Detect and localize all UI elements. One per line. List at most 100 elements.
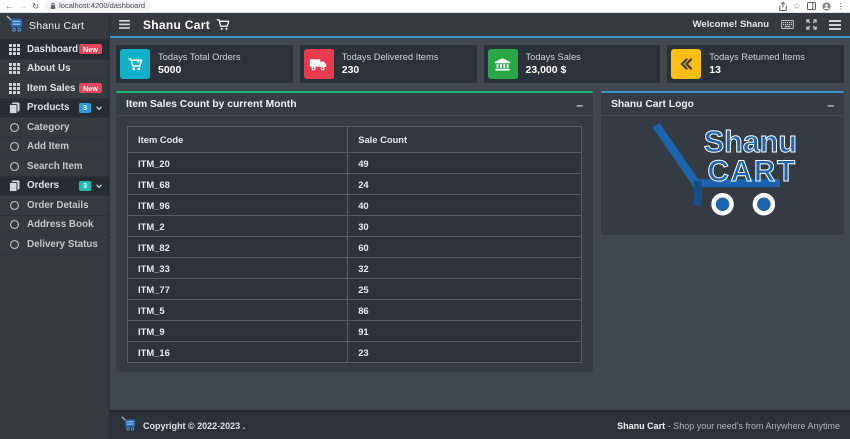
cart-icon (216, 18, 230, 31)
grid-icon (9, 63, 21, 75)
page-title: Shanu Cart (143, 17, 211, 32)
copy-icon (9, 180, 21, 192)
item-code-cell: ITM_68 (126, 173, 349, 195)
brand-name: Shanu Cart (29, 20, 85, 32)
truck-icon (303, 49, 334, 79)
sidebar-item-products[interactable]: Products 3 (0, 98, 109, 118)
sidebar-item-label: Orders (27, 180, 60, 192)
table-row: ITM_68 24 (126, 173, 582, 195)
sidebar-item-label: Delivery Status (27, 238, 98, 250)
stat-cards-row: Todays Total Orders 5000 Todays Delivered … (116, 45, 844, 83)
item-code-cell: ITM_5 (126, 299, 349, 321)
sidebar-nav: Dashboard New About Us Item Sales New Product… (0, 40, 109, 255)
side-panel-icon[interactable] (806, 2, 816, 10)
footer-logo-icon (120, 415, 137, 436)
stat-card-value: 13 (709, 64, 721, 76)
stat-card-label: Todays Total Orders (158, 52, 241, 62)
circle-icon (9, 239, 21, 250)
refresh-button[interactable]: ↻ (32, 0, 40, 11)
sidebar-item-search-item[interactable]: Search Item (0, 157, 109, 177)
share-icon[interactable] (779, 1, 787, 11)
stat-card-value: 5000 (158, 64, 182, 76)
sidebar-item-order-details[interactable]: Order Details (0, 196, 109, 216)
table-row: ITM_16 23 (126, 341, 582, 363)
sale-count-cell: 32 (347, 257, 582, 279)
stat-card-label: Todays Returned Items (709, 52, 805, 62)
back-button[interactable]: ← (5, 0, 14, 11)
column-header-item-code: Item Code (126, 126, 349, 153)
logo-text-line2: CART (707, 155, 796, 188)
table-row: ITM_9 91 (126, 320, 582, 342)
sale-count-cell: 25 (347, 278, 582, 300)
item-code-cell: ITM_16 (126, 341, 349, 363)
minimize-icon[interactable]: – (827, 97, 834, 112)
logo-text-line1: Shanu (703, 125, 796, 159)
stat-card-label: Todays Delivered Items (341, 52, 439, 62)
dashboard-content: Todays Total Orders 5000 Todays Delivered … (110, 38, 850, 410)
badge: New (78, 44, 102, 55)
footer-tagline: Shanu Cart - Shop your need's from Anywh… (617, 420, 840, 431)
badge: New (78, 83, 102, 94)
browser-menu-icon[interactable]: ⋮ (836, 0, 846, 11)
item-sales-panel: Item Sales Count by current Month – Item… (116, 91, 593, 372)
circle-icon (9, 219, 21, 230)
profile-icon[interactable] (821, 1, 831, 11)
column-header-sale-count: Sale Count (347, 126, 582, 153)
table-row: ITM_2 30 (126, 215, 582, 237)
sidebar-item-label: About Us (27, 63, 71, 75)
brand-logo-icon (5, 15, 24, 37)
menu-bars-icon[interactable] (829, 19, 841, 30)
stat-card-label: Todays Sales (525, 52, 581, 62)
sidebar-item-add-item[interactable]: Add Item (0, 138, 109, 157)
bank-icon (487, 49, 518, 79)
circle-icon (9, 161, 21, 172)
lock-icon (50, 2, 56, 10)
circle-icon (9, 200, 21, 211)
minimize-icon[interactable]: – (576, 97, 583, 112)
fullscreen-icon[interactable] (806, 19, 817, 30)
sidebar-item-label: Search Item (27, 160, 83, 172)
sidebar-toggle-icon[interactable] (119, 20, 130, 29)
chevron-down-icon (95, 182, 103, 190)
stat-card-todays-delivered-items: Todays Delivered Items 230 (299, 45, 477, 83)
top-navbar: Shanu Cart Welcome! Shanu (110, 13, 850, 38)
sidebar-brand[interactable]: Shanu Cart (0, 13, 109, 40)
sale-count-cell: 91 (347, 320, 582, 342)
sidebar-item-label: Add Item (27, 141, 69, 153)
logo-panel: Shanu Cart Logo – Shanu (601, 91, 844, 235)
keyboard-icon[interactable] (781, 20, 794, 29)
sale-count-cell: 30 (347, 215, 582, 237)
item-sales-panel-title: Item Sales Count by current Month (126, 99, 297, 110)
sidebar-item-about-us[interactable]: About Us (0, 60, 109, 79)
table-row: ITM_5 86 (126, 299, 582, 321)
sale-count-cell: 49 (347, 152, 582, 174)
circle-icon (9, 141, 21, 152)
sidebar-item-label: Category (27, 121, 70, 133)
table-row: ITM_77 25 (126, 278, 582, 300)
item-code-cell: ITM_9 (126, 320, 349, 342)
sidebar-item-category[interactable]: Category (0, 118, 109, 138)
item-code-cell: ITM_77 (126, 278, 349, 300)
forward-button[interactable]: → (18, 0, 28, 11)
sidebar-item-dashboard[interactable]: Dashboard New (0, 40, 109, 60)
badge: 3 (78, 180, 91, 191)
item-code-cell: ITM_82 (126, 236, 349, 258)
grid-icon (9, 82, 21, 94)
sidebar-item-label: Order Details (27, 199, 89, 211)
url-text: localhost:4200/dashboard (59, 1, 146, 11)
stat-card-value: 23,000 $ (525, 64, 567, 76)
welcome-text: Welcome! Shanu (692, 19, 769, 30)
sidebar-item-item-sales[interactable]: Item Sales New (0, 79, 109, 99)
copy-icon (9, 102, 21, 114)
browser-chrome: ← → ↻ localhost:4200/dashboard ☆ ⋮ (0, 0, 850, 13)
bookmark-star-icon[interactable]: ☆ (792, 0, 801, 11)
stat-card-todays-total-orders: Todays Total Orders 5000 (116, 45, 293, 83)
sidebar-item-address-book[interactable]: Address Book (0, 216, 109, 235)
table-row: ITM_20 49 (126, 152, 582, 174)
address-bar[interactable]: localhost:4200/dashboard (44, 1, 152, 11)
table-row: ITM_96 40 (126, 194, 582, 216)
sidebar-item-delivery-status[interactable]: Delivery Status (0, 235, 109, 255)
sidebar-item-orders[interactable]: Orders 3 (0, 176, 109, 196)
table-row: ITM_33 32 (126, 257, 582, 279)
sidebar-item-label: Address Book (27, 219, 94, 231)
